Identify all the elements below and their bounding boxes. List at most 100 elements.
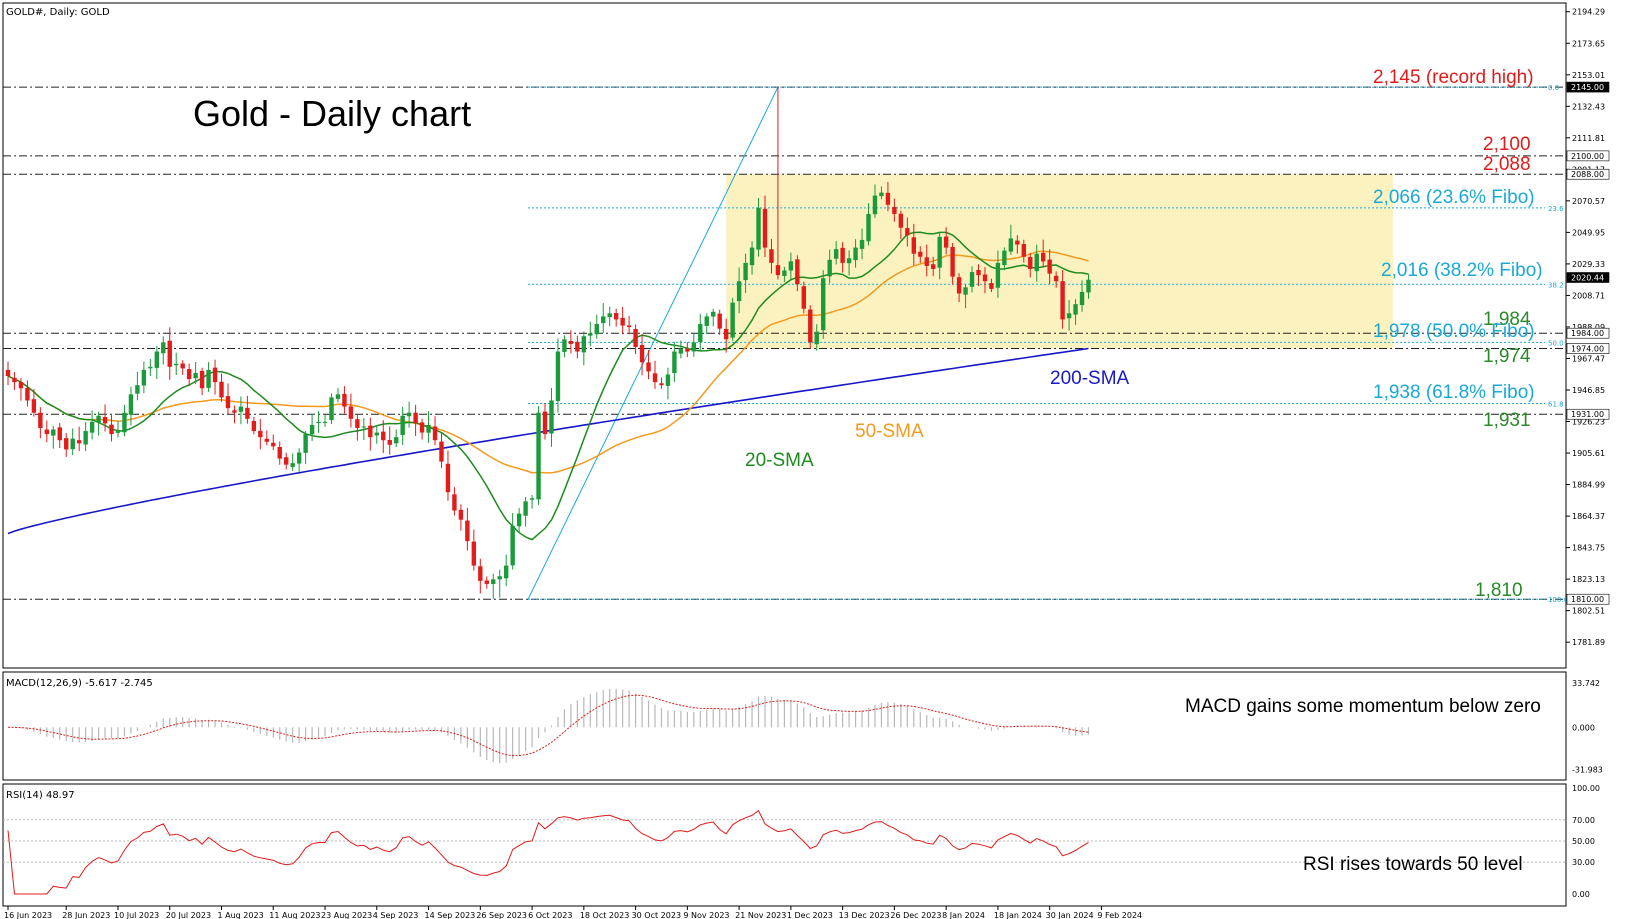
candle-body (193, 372, 198, 379)
candle-body (174, 363, 179, 366)
candle-body (911, 237, 916, 254)
price-axis: 2194.292173.652153.012132.432111.812091.… (1566, 8, 1610, 647)
date-tick-label: 18 Oct 2023 (580, 911, 629, 919)
candle-body (626, 325, 632, 328)
price-flag-label: 1984.00 (1571, 329, 1604, 338)
candle-body (516, 513, 522, 527)
macd-note: MACD gains some momentum below zero (1185, 696, 1541, 717)
date-tick-label: 14 Sep 2023 (425, 911, 476, 919)
candle-body (368, 425, 373, 438)
candle-body (186, 369, 192, 380)
level-1974-label: 1,974 (1483, 346, 1531, 367)
candle-body (374, 432, 379, 436)
candle-body (12, 377, 17, 383)
price-flag-label: 1931.00 (1571, 410, 1604, 419)
macd-panel-frame (2, 671, 1567, 781)
candle-body (258, 430, 263, 438)
candle-body (141, 369, 147, 386)
candle-body (1086, 279, 1091, 293)
candle-body (892, 206, 897, 214)
candle-body (898, 213, 904, 228)
price-tick-label: 1946.85 (1572, 386, 1605, 395)
price-flag (1566, 593, 1610, 605)
candle-body (950, 246, 955, 277)
price-tick-label: 1926.23 (1572, 418, 1605, 427)
chart-title: Gold - Daily chart (193, 93, 471, 134)
macd-tick-label: 33.742 (1572, 679, 1600, 688)
candle-body (1034, 253, 1039, 272)
candle-body (646, 362, 651, 372)
sma50-line (7, 250, 1089, 474)
level-1810-label: 1,810 (1475, 580, 1523, 601)
candle-body (575, 341, 580, 352)
candle-body (846, 258, 852, 264)
symbol-header: GOLD#, Daily: GOLD (6, 7, 110, 18)
candle-body (135, 385, 140, 394)
candle-body (413, 412, 418, 424)
rsi-header: RSI(14) 48.97 (6, 790, 75, 801)
candlesticks (5, 87, 1091, 600)
candle-body (924, 257, 929, 266)
candle-body (238, 406, 244, 412)
candle-body (931, 264, 936, 269)
date-tick-label: 1 Dec 2023 (787, 911, 833, 919)
price-flag-label: 1974.00 (1571, 344, 1604, 353)
date-tick-label: 30 Jan 2024 (1046, 911, 1094, 919)
candle-body (148, 366, 153, 369)
price-tick-label: 2132.43 (1572, 102, 1605, 111)
candle-body (232, 410, 237, 413)
candle-body (555, 351, 561, 402)
price-tick-label: 1823.13 (1572, 575, 1605, 584)
candle-body (775, 265, 781, 276)
candle-body (1079, 291, 1085, 306)
candle-body (1028, 256, 1033, 269)
candle-body (1021, 244, 1026, 257)
level-1931-label: 1,931 (1483, 410, 1531, 431)
date-tick-label: 26 Dec 2023 (890, 911, 941, 919)
candle-body (743, 262, 748, 281)
candle-body (523, 501, 528, 516)
candle-body (290, 463, 295, 467)
price-flag-label: 2100.00 (1571, 152, 1604, 161)
candle-body (814, 331, 819, 345)
price-flag-label: 2020.44 (1571, 273, 1604, 282)
fibo-500-label: 1,978 (50.0% Fibo) (1373, 321, 1535, 342)
fibo-618-label: 1,938 (61.8% Fibo) (1373, 382, 1535, 403)
candle-body (199, 370, 205, 389)
candle-body (206, 369, 211, 388)
candle-body (167, 340, 172, 367)
date-tick-label: 16 Jun 2023 (4, 911, 52, 919)
date-tick-label: 6 Oct 2023 (528, 911, 572, 919)
candle-body (562, 339, 567, 352)
price-tick-label: 1864.37 (1572, 512, 1605, 521)
candle-body (271, 442, 276, 447)
price-tick-label: 1781.89 (1572, 638, 1605, 647)
candle-body (581, 336, 587, 353)
price-tick-label: 2029.33 (1572, 260, 1605, 269)
candle-body (723, 328, 729, 340)
candle-body (1053, 275, 1059, 282)
date-tick-label: 10 Jul 2023 (114, 911, 159, 919)
candle-body (180, 363, 185, 369)
candle-body (866, 213, 871, 242)
candle-body (827, 259, 832, 277)
candle-body (918, 251, 923, 257)
record-high-label: 2,145 (record high) (1373, 67, 1534, 88)
candle-body (161, 342, 166, 354)
candle-body (840, 247, 845, 263)
candle-body (296, 452, 302, 464)
candle-body (685, 348, 690, 352)
fibonacci-levels: 0.0 23.6 38.2 50.0 61.8 100.0 (527, 84, 1568, 604)
candle-body (309, 424, 315, 435)
candle-body (251, 420, 257, 432)
date-tick-label: 23 Aug 2023 (321, 911, 372, 919)
price-flag (1566, 343, 1610, 354)
candle-body (219, 381, 224, 398)
candle-body (5, 369, 11, 377)
sma20-label: 20-SMA (745, 450, 814, 471)
level-2100-label: 2,100 (1483, 134, 1531, 155)
rsi-panel-frame (2, 783, 1567, 907)
candle-body (64, 438, 69, 450)
candle-body (762, 208, 768, 248)
candle-body (698, 324, 703, 342)
